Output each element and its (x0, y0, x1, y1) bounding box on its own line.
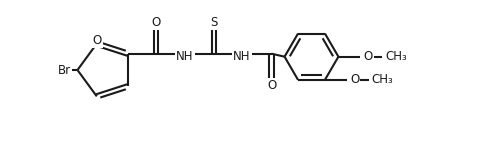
Text: O: O (267, 79, 276, 92)
Text: O: O (151, 15, 160, 29)
Text: O: O (92, 34, 101, 47)
Text: Br: Br (58, 63, 71, 77)
Text: NH: NH (232, 50, 250, 63)
Text: O: O (363, 50, 372, 63)
Text: O: O (349, 73, 358, 86)
Text: CH₃: CH₃ (384, 50, 406, 63)
Text: CH₃: CH₃ (371, 73, 393, 86)
Text: S: S (209, 15, 217, 29)
Text: NH: NH (176, 50, 193, 63)
